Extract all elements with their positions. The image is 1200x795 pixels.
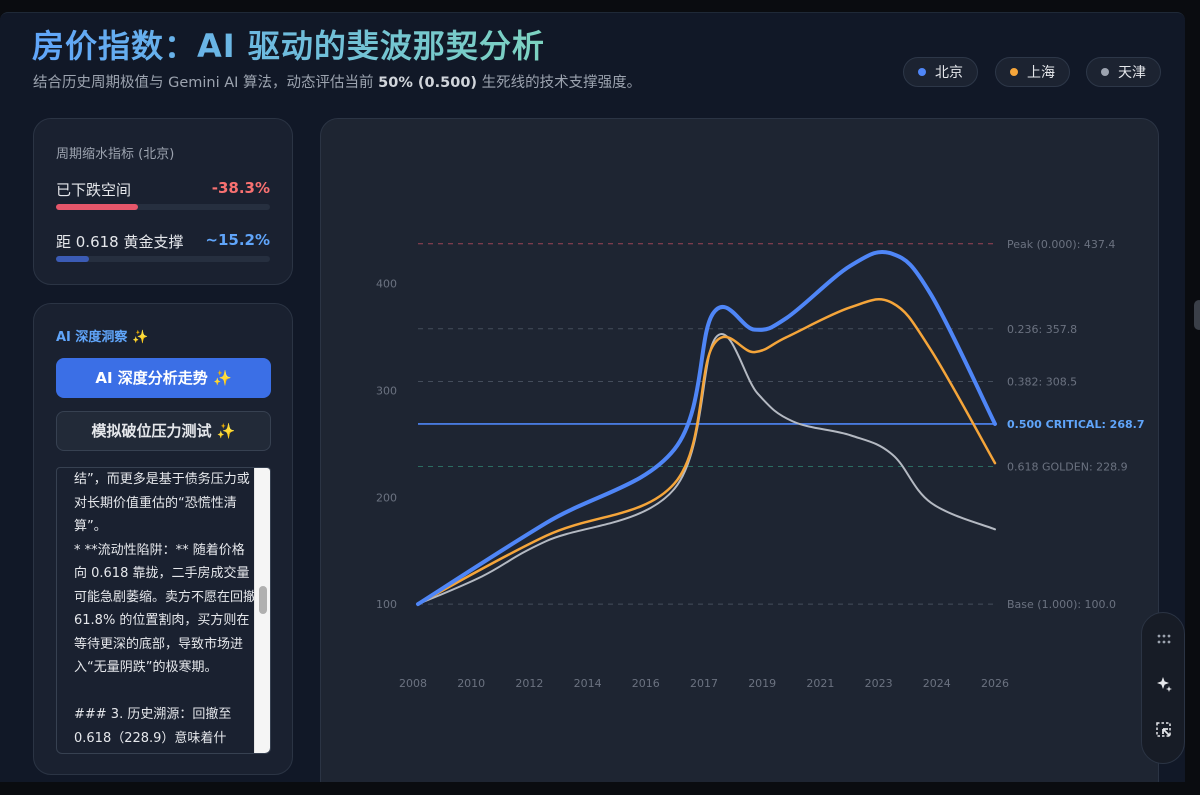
insight-scrollbar[interactable] <box>254 468 270 753</box>
ai-insight-title: AI 深度洞察 ✨ <box>56 330 149 345</box>
metrics-card: 周期缩水指标 (北京) 已下跌空间 -38.3% 距 0.618 黄金支撑 ~1… <box>33 118 293 285</box>
metrics-title: 周期缩水指标 (北京) <box>56 147 175 162</box>
x-tick-label: 2021 <box>806 677 834 690</box>
x-tick-label: 2012 <box>515 677 543 690</box>
floating-toolbar <box>1141 612 1185 764</box>
y-tick-label: 100 <box>376 598 397 611</box>
fib-level-label: 0.618 GOLDEN: 228.9 <box>1007 460 1128 473</box>
sparkle-icon[interactable] <box>1142 673 1186 703</box>
legend-item-beijing[interactable]: 北京 <box>903 57 978 87</box>
metric-label-drop: 已下跌空间 <box>56 181 132 199</box>
metric-bar-golden <box>56 256 270 262</box>
fib-level-label: 0.500 CRITICAL: 268.7 <box>1007 418 1144 431</box>
y-tick-label: 200 <box>376 491 397 504</box>
subtitle-text-end: 生死线的技术支撑强度。 <box>477 75 642 91</box>
y-tick-label: 300 <box>376 385 397 398</box>
insight-text: 结”，而更多是基于债务压力或对长期价值重估的“恐慌性清算”。 * **流动性陷阱… <box>74 472 257 746</box>
scrollbar-thumb[interactable] <box>259 586 267 614</box>
x-tick-label: 2023 <box>865 677 893 690</box>
x-tick-label: 2016 <box>632 677 660 690</box>
x-tick-label: 2010 <box>457 677 485 690</box>
legend-dot-icon <box>1101 68 1109 76</box>
subtitle-text: 结合历史周期极值与 Gemini AI 算法，动态评估当前 <box>33 75 379 91</box>
legend-dot-icon <box>1010 68 1018 76</box>
legend-label: 上海 <box>1027 65 1055 81</box>
fib-level-label: Base (1.000): 100.0 <box>1007 598 1116 611</box>
app-frame: 房价指数：AI 驱动的斐波那契分析 结合历史周期极值与 Gemini AI 算法… <box>0 12 1185 782</box>
series-line-0 <box>416 249 997 607</box>
page-subtitle: 结合历史周期极值与 Gemini AI 算法，动态评估当前 50% (0.500… <box>33 71 641 92</box>
x-tick-label: 2024 <box>923 677 951 690</box>
x-tick-label: 2017 <box>690 677 718 690</box>
stress-test-button[interactable]: 模拟破位压力测试 ✨ <box>56 411 271 451</box>
legend-item-shanghai[interactable]: 上海 <box>995 57 1070 87</box>
page-title: 房价指数：AI 驱动的斐波那契分析 <box>32 21 545 67</box>
metric-value-drop: -38.3% <box>211 179 270 197</box>
edge-handle[interactable] <box>1194 300 1200 330</box>
x-tick-label: 2026 <box>981 677 1009 690</box>
house-price-chart: Peak (0.000): 437.4 0.236: 357.8 0.382: 30… <box>376 238 1144 690</box>
metric-label-golden: 距 0.618 黄金支撑 <box>56 233 184 251</box>
x-tick-label: 2008 <box>399 677 427 690</box>
fib-level-label: 0.236: 357.8 <box>1007 323 1077 336</box>
series-line-2 <box>417 333 996 606</box>
metric-bar-fill-golden <box>56 256 89 262</box>
ai-insight-card: AI 深度洞察 ✨ AI 深度分析走势 ✨ 模拟破位压力测试 ✨ 结”，而更多是… <box>33 303 293 775</box>
legend-label: 天津 <box>1118 65 1146 81</box>
legend-item-tianjin[interactable]: 天津 <box>1086 57 1161 87</box>
legend-dot-icon <box>918 68 926 76</box>
fib-level-label: 0.382: 308.5 <box>1007 375 1077 388</box>
y-tick-label: 400 <box>376 278 397 291</box>
subtitle-highlight: 50% (0.500) <box>378 75 478 91</box>
x-tick-label: 2014 <box>574 677 602 690</box>
ai-analyze-button[interactable]: AI 深度分析走势 ✨ <box>56 358 271 398</box>
select-icon[interactable] <box>1142 719 1186 749</box>
chart-card: Peak (0.000): 437.4 0.236: 357.8 0.382: 30… <box>320 118 1159 782</box>
x-tick-label: 2019 <box>748 677 776 690</box>
grid-icon[interactable] <box>1142 626 1186 656</box>
legend-label: 北京 <box>935 65 963 81</box>
insight-output-box[interactable]: 结”，而更多是基于债务压力或对长期价值重估的“恐慌性清算”。 * **流动性陷阱… <box>56 467 271 754</box>
series-line-1 <box>416 298 997 606</box>
fib-level-label: Peak (0.000): 437.4 <box>1007 238 1115 251</box>
metric-bar-drop <box>56 204 270 210</box>
metric-bar-fill-drop <box>56 204 138 210</box>
metric-value-golden: ~15.2% <box>205 231 270 249</box>
